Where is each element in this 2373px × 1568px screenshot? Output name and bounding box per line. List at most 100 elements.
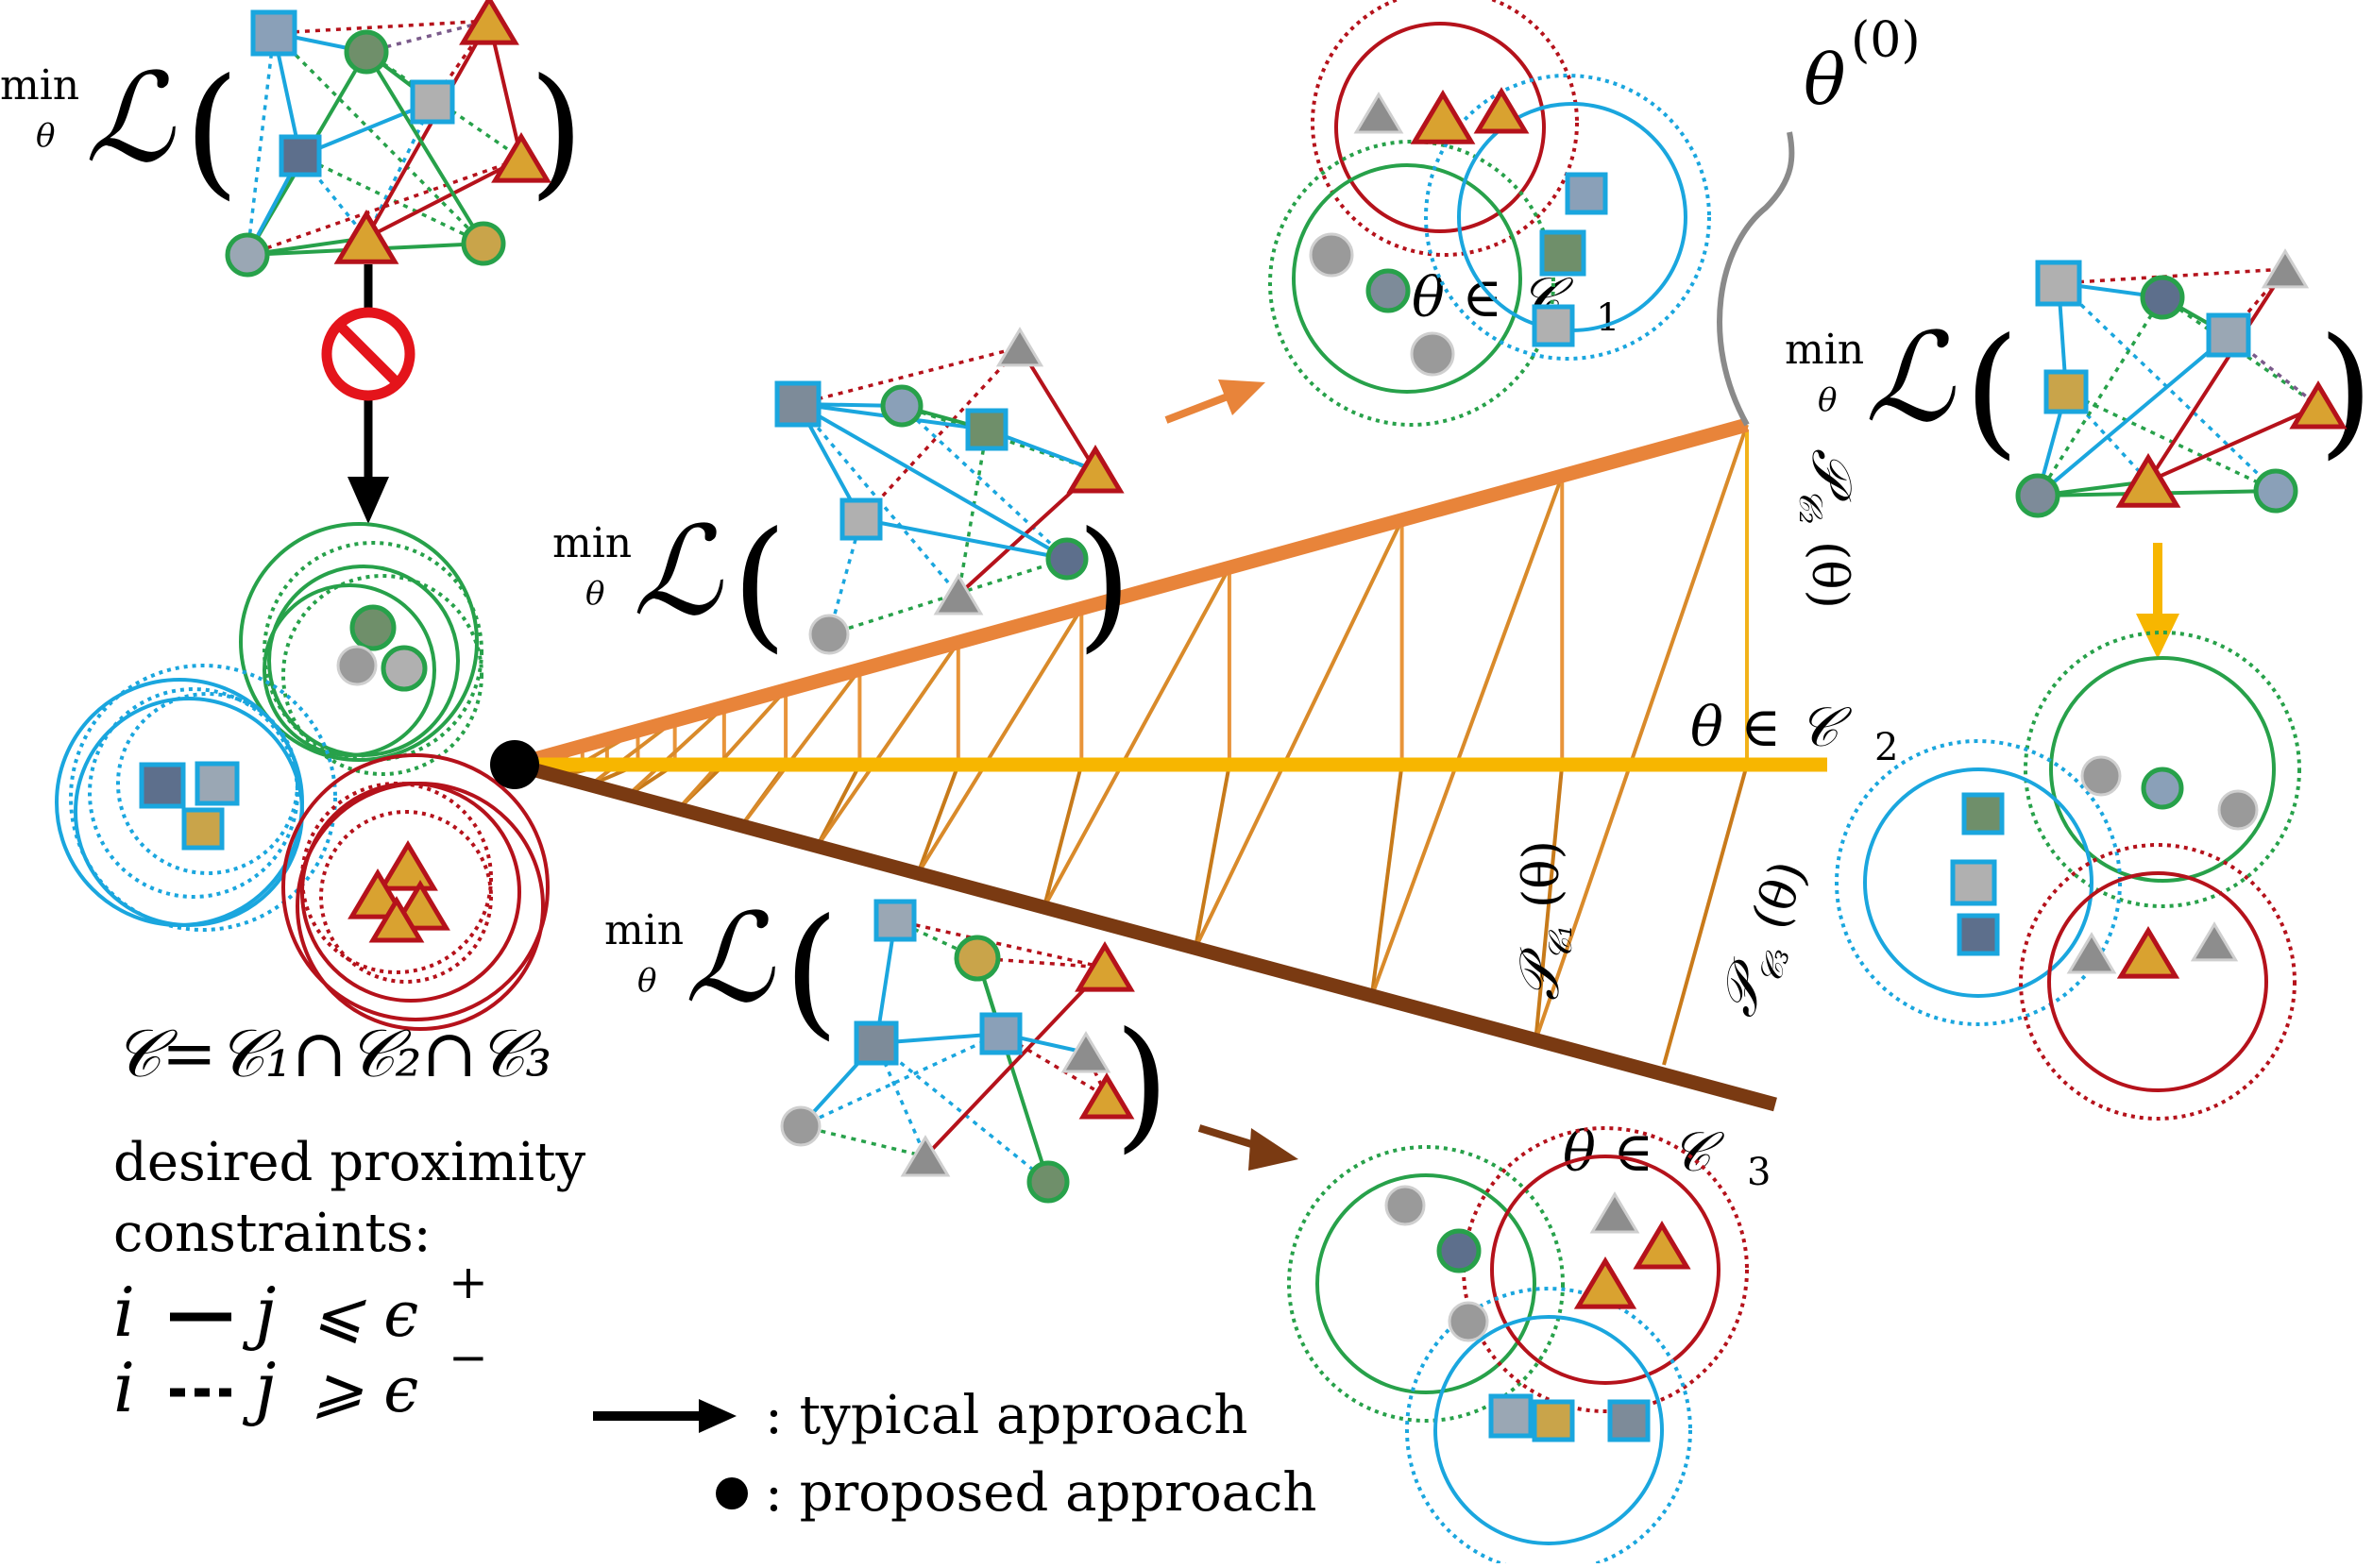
cluster-ring [1405,1287,1692,1568]
negative-edge [272,31,485,245]
negative-edge [2036,296,2164,497]
svg-text:): ) [1076,502,1132,666]
svg-text:(θ): (θ) [1801,541,1857,609]
car-photo-icon [225,232,270,278]
projection-step [1369,475,1565,997]
car-photo-icon [1309,232,1354,278]
positive-edge [365,157,522,240]
cluster-ring [1287,1145,1565,1423]
svg-text:i: i [113,1348,135,1427]
car-photo-icon [808,614,850,655]
projection-label-c2: 𝒫 𝒞₂ (θ) [1791,448,1864,609]
cluster-ring [1490,1155,1720,1385]
cluster-ring [1334,22,1546,233]
svg-text:⩾ ϵ: ⩾ ϵ [312,1354,418,1426]
svg-text:θ ∈ 𝒞: θ ∈ 𝒞 [1690,695,1853,759]
cluster-result-c3 [1287,1126,1749,1568]
car-photo-icon [491,132,551,183]
car-photo-icon [1066,445,1125,494]
projection-step [1042,764,1084,908]
car-photo-icon [2206,312,2251,358]
car-photo-icon [1365,268,1411,313]
svg-text:(: ( [784,889,839,1054]
car-photo-icon [1060,1031,1111,1073]
car-photo-icon [1539,229,1586,277]
negative-edge [298,154,368,240]
positive-edge [1018,346,1097,472]
loss-right-c2: min θ ℒ ( ) [1785,306,2373,473]
positive-edge [364,20,491,239]
svg-text:θ ∈ 𝒞: θ ∈ 𝒞 [1563,1120,1725,1184]
car-photo-icon [2015,473,2060,518]
car-photo-icon [2289,380,2348,430]
cluster-result-c1 [1268,0,1711,427]
intersection-formula: 𝒞=𝒞₁∩𝒞₂∩𝒞₃ [113,1015,551,1092]
car-photo-icon [2141,767,2184,810]
negative-edge [894,919,1106,969]
car-photo-icon [1950,859,1997,906]
car-photo-icon [2140,275,2185,320]
positive-edge [2036,333,2230,497]
projection-step [677,688,788,811]
car-photo-icon [378,840,438,891]
legend-proposed: : proposed approach [593,1462,1316,1524]
svg-text:(: ( [1964,309,2020,473]
svg-text:(θ): (θ) [1741,853,1818,936]
positive-edge [860,517,1068,561]
cluster-ring [2024,631,2301,908]
cluster-ring [1292,163,1522,394]
constraint-line-c1 [513,417,1749,772]
car-photo-icon [1384,1185,1426,1226]
negative-edge [1084,1052,1109,1098]
car-photo-icon [854,1020,899,1066]
embedding-graph-c3 [780,899,1135,1204]
negative-edge [957,429,989,596]
svg-text:constraints:: constraints: [113,1203,432,1264]
negative-edge [2057,281,2278,493]
constraint-line-c3 [513,757,1777,1112]
car-photo-icon [780,1105,822,1147]
svg-text:j: j [242,1273,276,1352]
legend: : typical approach : proposed approach [593,1385,1316,1524]
svg-text:𝒞₁: 𝒞₁ [1542,925,1580,961]
no-entry-icon [321,307,415,401]
loss-top-left: min θ ℒ ( ) [0,46,585,213]
car-photo-icon [2043,369,2089,414]
positive-edge [797,402,1068,561]
cluster-result-c2 [1835,631,2301,1121]
cluster-ring [1315,1173,1536,1394]
projection-step [1042,566,1231,909]
negative-edge [2227,333,2320,408]
cluster-ring [1863,767,2093,998]
svg-text:(θ): (θ) [1514,840,1570,908]
close-paren: ) [529,49,585,213]
negative-edge [299,154,484,245]
cluster-ring [69,664,337,932]
car-photo-icon [2066,932,2117,974]
negative-edge [874,1041,1050,1184]
projection-step [815,764,862,848]
car-photo-icon [900,1135,951,1177]
car-photo-icon [279,134,322,177]
car-photo-icon [2080,755,2122,797]
car-photo-icon [459,0,519,45]
car-photo-icon [410,79,455,125]
car-photo-icon [995,327,1044,367]
svg-text:𝒞=𝒞₁∩𝒞₂∩𝒞₃: 𝒞=𝒞₁∩𝒞₂∩𝒞₃ [113,1015,551,1092]
cluster-ring [1268,140,1555,427]
car-photo-icon [336,645,378,686]
cluster-ring [319,810,493,984]
projection-step [1194,518,1404,950]
theta0-label: θ (0) [1717,12,1921,427]
svg-text:(: ( [732,502,788,666]
car-photo-icon [1488,1393,1534,1439]
car-photo-icon [1473,87,1530,134]
negative-edge [900,404,1069,561]
min-label: min [0,61,79,110]
positive-edge [975,957,1050,1183]
car-photo-icon [2116,925,2180,979]
svg-text:desired proximity: desired proximity [113,1132,586,1193]
car-photo-icon [1633,1221,1691,1270]
car-photo-icon [2217,789,2259,831]
